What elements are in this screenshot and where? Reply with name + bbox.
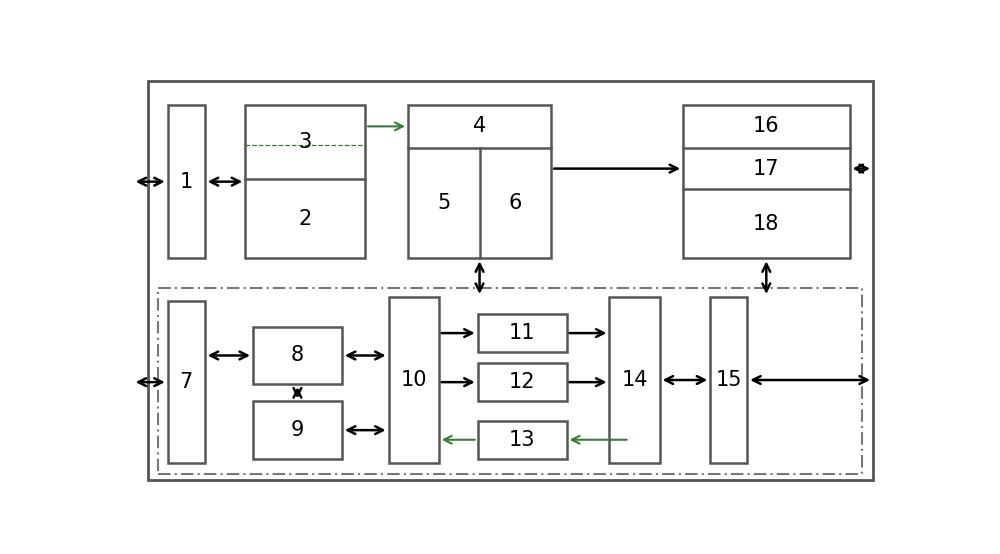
Bar	[253, 327, 342, 384]
Text: 16: 16	[753, 116, 780, 136]
Bar	[158, 288, 862, 474]
Bar	[683, 105, 850, 258]
Bar	[478, 420, 567, 459]
Text: 18: 18	[753, 214, 780, 234]
Bar	[408, 105, 551, 258]
Bar	[168, 301, 205, 463]
Text: 7: 7	[180, 372, 193, 392]
Text: 10: 10	[400, 370, 427, 390]
Text: 11: 11	[509, 323, 535, 343]
Text: 15: 15	[715, 370, 742, 390]
Text: 13: 13	[509, 430, 535, 450]
Text: 6: 6	[509, 193, 522, 213]
Text: 8: 8	[291, 346, 304, 366]
Bar	[253, 401, 342, 459]
Text: 12: 12	[509, 372, 535, 392]
Text: 14: 14	[621, 370, 648, 390]
Bar	[168, 105, 205, 258]
Text: 9: 9	[291, 420, 304, 440]
Bar	[609, 297, 660, 463]
Text: 4: 4	[473, 116, 486, 136]
Text: 17: 17	[753, 158, 780, 178]
Text: 3: 3	[299, 132, 312, 152]
Bar	[388, 297, 439, 463]
Text: 1: 1	[180, 172, 193, 192]
Bar	[478, 363, 567, 401]
Bar	[245, 105, 365, 258]
Bar	[710, 297, 747, 463]
Text: 2: 2	[299, 208, 312, 228]
Bar	[478, 314, 567, 352]
Text: 5: 5	[437, 193, 450, 213]
